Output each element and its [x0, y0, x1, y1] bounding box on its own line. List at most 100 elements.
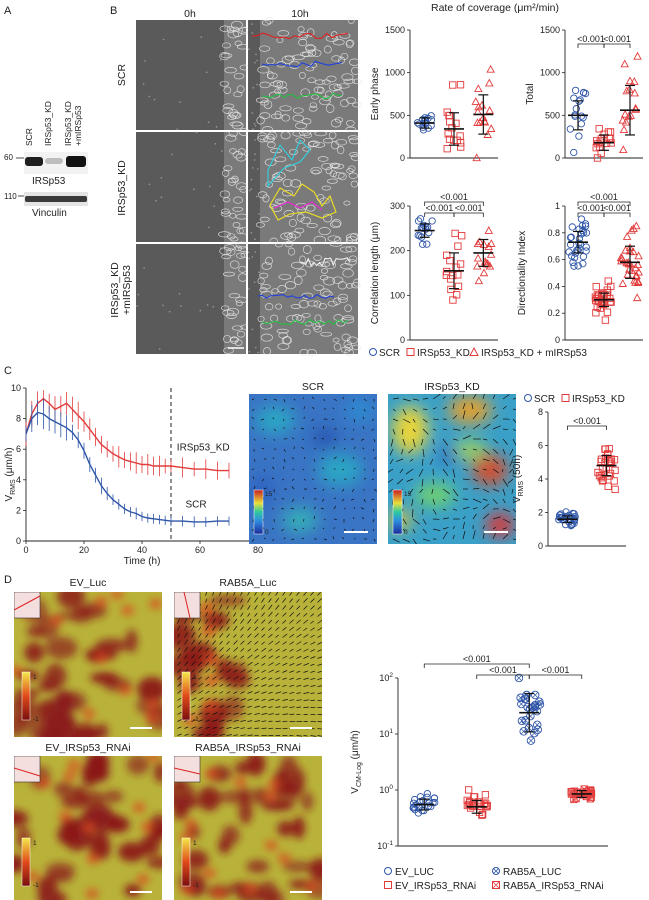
- cell-outline: [290, 304, 302, 309]
- cell-outline: [226, 233, 236, 240]
- group-irsp53-kd-mirsp53: [473, 226, 496, 285]
- correlation-blob: [308, 858, 322, 880]
- velocity-arrow: [268, 619, 273, 624]
- velocity-arrow: [247, 648, 252, 652]
- y-axis-label: Total: [525, 83, 536, 104]
- velocity-arrow: [233, 592, 236, 596]
- micrograph-cell: [136, 128, 251, 242]
- velocity-arrow: [261, 612, 265, 617]
- velocity-arrow: [482, 412, 487, 420]
- velocity-arrow: [317, 649, 322, 652]
- velocity-arrow: [226, 618, 230, 624]
- y-tick-label: 0: [400, 335, 405, 345]
- cell-outline: [222, 169, 230, 177]
- p-value-label: <0.001: [489, 665, 517, 675]
- cell-outline: [337, 281, 347, 290]
- debris-dot: [251, 112, 254, 114]
- debris-dot: [180, 305, 182, 307]
- velocity-arrow: [261, 447, 265, 450]
- data-point: [568, 521, 576, 529]
- velocity-arrow: [226, 633, 230, 638]
- velocity-arrow: [296, 699, 302, 701]
- label-part: RMS: [10, 479, 17, 495]
- legend-label: SCR: [379, 348, 400, 359]
- cell-outline: [307, 300, 318, 307]
- cell-outline: [290, 179, 302, 188]
- cell-outline: [353, 278, 360, 287]
- cell-outline: [321, 79, 331, 85]
- velocity-arrow: [296, 619, 301, 624]
- y-axis-label: VRMS (μm/h): [4, 447, 17, 501]
- velocity-arrow: [452, 525, 455, 530]
- velocity-arrow: [411, 498, 414, 506]
- velocity-arrow: [296, 598, 300, 603]
- velocity-arrow: [303, 634, 309, 638]
- series-scr: [25, 398, 230, 528]
- correlation-blob: [140, 821, 154, 833]
- velocity-arrow: [310, 620, 315, 624]
- y-tick-label: 0: [555, 335, 560, 345]
- velocity-arrow: [351, 498, 355, 501]
- correlation-blob: [53, 690, 76, 713]
- velocity-arrow: [303, 677, 309, 680]
- y-tick-label: 300: [390, 201, 405, 211]
- velocity-arrow: [452, 403, 455, 410]
- debris-dot: [221, 150, 223, 152]
- significance-bracket: [577, 212, 605, 217]
- cell-outline: [259, 272, 269, 279]
- cell-outline: [232, 112, 241, 118]
- data-point: [601, 445, 610, 453]
- velocity-arrow: [226, 676, 231, 680]
- cell-outline: [278, 332, 288, 339]
- velocity-arrow: [233, 727, 240, 729]
- velocity-arrow: [191, 661, 196, 666]
- cell-outline: [227, 30, 240, 39]
- velocity-arrow: [289, 605, 294, 610]
- velocity-arrow: [492, 488, 500, 492]
- cell-outline: [328, 131, 337, 139]
- p-value-label: <0.001: [603, 203, 631, 213]
- cell-outline: [340, 263, 353, 270]
- velocity-arrow: [268, 640, 274, 645]
- velocity-arrow: [219, 669, 224, 673]
- velocity-arrow: [422, 418, 428, 423]
- correlation-blob: [63, 770, 77, 782]
- velocity-arrow: [311, 418, 315, 422]
- correlation-blob: [96, 723, 109, 737]
- velocity-arrow: [205, 719, 211, 722]
- cell-outline: [339, 246, 353, 253]
- velocity-arrow: [263, 537, 266, 540]
- correlation-blob: [174, 653, 204, 678]
- data-point: [485, 78, 494, 87]
- data-point: [577, 120, 585, 128]
- cell-outline: [300, 51, 311, 57]
- chart-total: 0 500 1000 1500 Total <0.001<0.001: [525, 25, 643, 163]
- velocity-arrow: [268, 627, 272, 631]
- cell-outline: [301, 118, 312, 125]
- data-point: [472, 153, 481, 162]
- velocity-arrow: [412, 408, 418, 412]
- velocity-arrow: [212, 592, 215, 596]
- tick-base: 10: [379, 673, 389, 683]
- cell-outline: [235, 296, 248, 304]
- velocity-arrow: [452, 508, 458, 511]
- cell-outline: [332, 276, 344, 284]
- velocity-arrow: [320, 507, 325, 510]
- velocity-arrow: [291, 457, 295, 460]
- cell-outline: [343, 78, 356, 84]
- velocity-arrow: [254, 727, 260, 729]
- velocity-arrow: [502, 478, 509, 487]
- velocity-arrow: [261, 706, 267, 708]
- velocity-arrow: [184, 646, 188, 652]
- data-point: [632, 271, 641, 279]
- velocity-arrow: [282, 597, 287, 603]
- velocity-arrow: [268, 684, 274, 687]
- velocity-arrow: [233, 655, 238, 659]
- legend-marker-red-triangle: [469, 346, 479, 356]
- velocity-arrow: [296, 692, 301, 694]
- debris-dot: [254, 238, 256, 240]
- velocity-arrow: [452, 534, 455, 540]
- velocity-arrow: [240, 719, 246, 722]
- velocity-arrow: [282, 655, 288, 659]
- velocity-arrow: [412, 418, 416, 423]
